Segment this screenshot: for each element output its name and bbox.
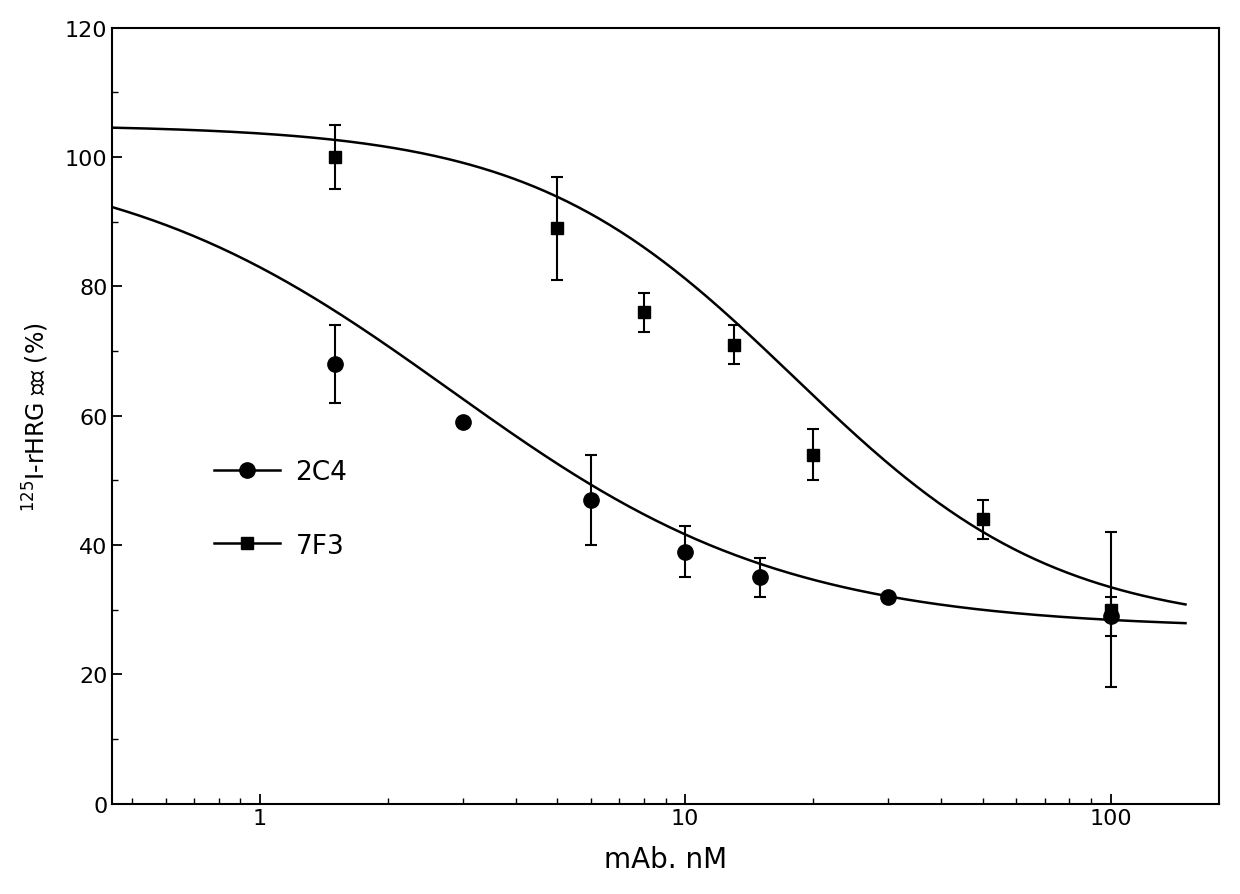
Y-axis label: $^{125}$I-rHRG 结合 (%): $^{125}$I-rHRG 结合 (%) [21, 322, 51, 511]
X-axis label: mAb. nM: mAb. nM [604, 845, 728, 873]
Legend: 2C4, 7F3: 2C4, 7F3 [203, 449, 358, 569]
